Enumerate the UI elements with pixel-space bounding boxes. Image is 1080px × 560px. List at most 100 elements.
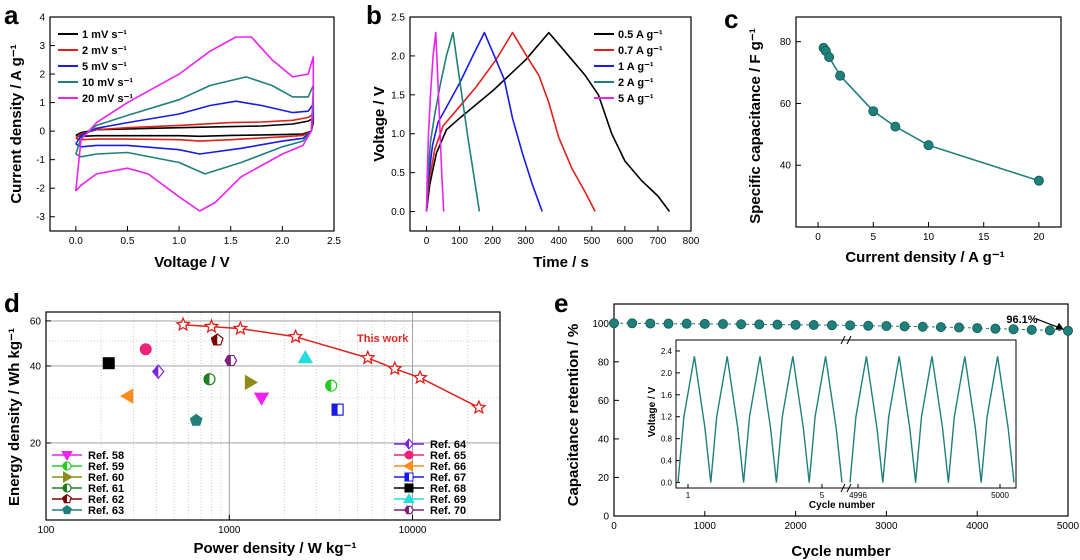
panel-d-legend-marker-shape — [404, 438, 414, 450]
panel-a-legend-label: 2 mV s⁻¹ — [82, 45, 127, 57]
panel-d-legend-marker-shape — [404, 450, 414, 460]
panel-d-frame — [45, 311, 501, 521]
panel-c-xtick-label: 15 — [978, 232, 990, 243]
panel-e-point — [772, 319, 783, 330]
panel-e-xtick-label: 3000 — [875, 521, 898, 532]
panel-e-point — [754, 319, 765, 330]
panel-d-legend-marker — [62, 483, 72, 493]
panel-d-legend-label: Ref. 68 — [430, 483, 466, 495]
panel-d-ref-marker-shape — [102, 357, 115, 370]
panel-label-b: b — [366, 0, 382, 30]
panel-d-legend-marker — [404, 472, 414, 482]
panel-e-xtick-label: 4000 — [966, 521, 989, 532]
panel-b-legend-label: 5 A g⁻¹ — [618, 93, 654, 105]
panel-d-legend-label: Ref. 70 — [430, 505, 466, 517]
panel-a-xtick-label: 1.0 — [172, 236, 186, 247]
panel-d-legend-label: Ref. 64 — [430, 439, 467, 451]
panel-e-point — [935, 322, 946, 333]
panel-d-this-work-star — [412, 369, 428, 385]
inset-ytick-label: 1.2 — [661, 413, 673, 422]
panel-d-ytick-label: 40 — [30, 361, 42, 372]
panel-d-ref-marker-shape — [297, 350, 314, 364]
panel-d-ref-marker — [297, 350, 314, 364]
panel-a-xtick-label: 2.0 — [275, 236, 289, 247]
panel-b-legend-label: 0.7 A g⁻¹ — [618, 45, 663, 57]
inset-break-mark — [840, 483, 846, 493]
panel-d-legend-label: Ref. 65 — [430, 450, 466, 462]
panel-b-legend-label: 1 A g⁻¹ — [618, 61, 654, 73]
panel-d-xtick-label: 100 — [38, 525, 55, 536]
panel-b-xtick-label: 0 — [424, 236, 430, 247]
panel-e-ytick-label: 80 — [598, 357, 610, 368]
inset-ytick-label: 2.4 — [661, 347, 673, 356]
panel-d-legend-label: Ref. 67 — [430, 472, 466, 484]
panel-b-plot: 0 100 200 300 400 500 600 700 800 0.0 0.5 1.0 1.5 2.0… — [391, 13, 700, 248]
panel-label-d: d — [4, 288, 20, 318]
panel-a-xtick-label: 0.5 — [121, 236, 135, 247]
panel-d-ref-marker-shape — [325, 379, 338, 392]
panel-e-point — [808, 320, 819, 331]
panel-e-point — [699, 318, 710, 329]
panel-d-ref-marker-shape — [253, 392, 270, 406]
inset-xtick-label: 5000 — [991, 491, 1009, 500]
panel-d-legend-marker-shape — [403, 493, 415, 503]
panel-d-ref-marker-shape — [152, 364, 165, 380]
inset-frame — [675, 339, 1017, 489]
panel-d-legend-marker-shape — [62, 483, 72, 493]
panel-d-this-work-star — [360, 349, 376, 365]
panel-e-ytick-label: 20 — [598, 473, 610, 484]
panel-e-point — [972, 323, 983, 334]
panel-e-ytick-label: 40 — [598, 434, 610, 445]
inset-break-mark — [846, 483, 852, 493]
inset-break-mark — [846, 335, 852, 345]
panel-a-xtick-label: 1.5 — [224, 236, 238, 247]
panel-c-ytick-label: 60 — [780, 99, 792, 110]
inset-gcd-curve-early — [677, 356, 843, 483]
panel-d-ref-marker-shape — [139, 343, 152, 356]
panel-d-legend-label: Ref. 62 — [88, 494, 124, 506]
panel-d-xlabel: Power density / W kg⁻¹ — [194, 540, 357, 557]
panel-d-ref-marker-shape — [120, 388, 134, 404]
panel-e-point — [663, 318, 674, 329]
retention-annotation: 96.1% — [1006, 314, 1037, 326]
panel-d-legend-label: Ref. 58 — [88, 450, 124, 462]
panel-a-ytick-label: 1 — [39, 98, 45, 109]
panel-c-xtick-label: 20 — [1033, 232, 1045, 243]
panel-d-ref-marker — [325, 379, 338, 392]
panel-c-xlabel: Current density / A g⁻¹ — [845, 249, 1004, 266]
panel-e-point — [736, 319, 747, 330]
inset-xlabel: Cycle number — [809, 500, 875, 511]
panel-e-point — [863, 320, 874, 331]
panel-d-legend-label: Ref. 59 — [88, 461, 124, 473]
panel-b-gcd-curve — [425, 31, 671, 212]
panel-c-point — [824, 52, 835, 63]
panel-d-ref-marker — [210, 333, 224, 346]
panel-a-ytick-label: -1 — [36, 155, 45, 166]
panel-d-legend-marker-shape — [62, 504, 72, 515]
panel-label-a: a — [4, 0, 19, 30]
panel-e-point — [917, 321, 928, 332]
panel-e-xtick-label: 0 — [611, 521, 617, 532]
panel-c-xtick-label: 0 — [815, 232, 821, 243]
panel-b-xtick-label: 100 — [451, 236, 468, 247]
panel-e-point — [627, 318, 638, 329]
panel-e-ylabel: Capacitance retention / % — [565, 324, 582, 507]
panel-d-this-work-star — [203, 318, 220, 334]
panel-c-plot: 0 5 10 15 20 40 60 80 — [780, 16, 1062, 243]
panel-b-xtick-label: 500 — [583, 236, 600, 247]
panel-d-this-work-star — [232, 320, 249, 336]
panel-d-ref-marker — [331, 403, 344, 416]
panel-b-xtick-label: 400 — [550, 236, 567, 247]
inset-ytick-label: 0.4 — [661, 457, 673, 466]
panel-b-ytick-label: 0.0 — [391, 207, 405, 218]
panel-c-point — [835, 70, 846, 81]
panel-e-point — [826, 320, 837, 331]
panel-d-legend-marker-shape — [62, 493, 72, 504]
panel-e-frame — [613, 303, 1069, 517]
panel-e-point — [609, 318, 620, 329]
panel-d-legend-marker-shape — [62, 461, 72, 471]
panel-b-ytick-label: 1.5 — [391, 90, 405, 101]
inset-xtick-label: 1 — [686, 491, 691, 500]
panel-e-point — [845, 320, 856, 331]
panel-d-legend-label: Ref. 66 — [430, 461, 466, 473]
